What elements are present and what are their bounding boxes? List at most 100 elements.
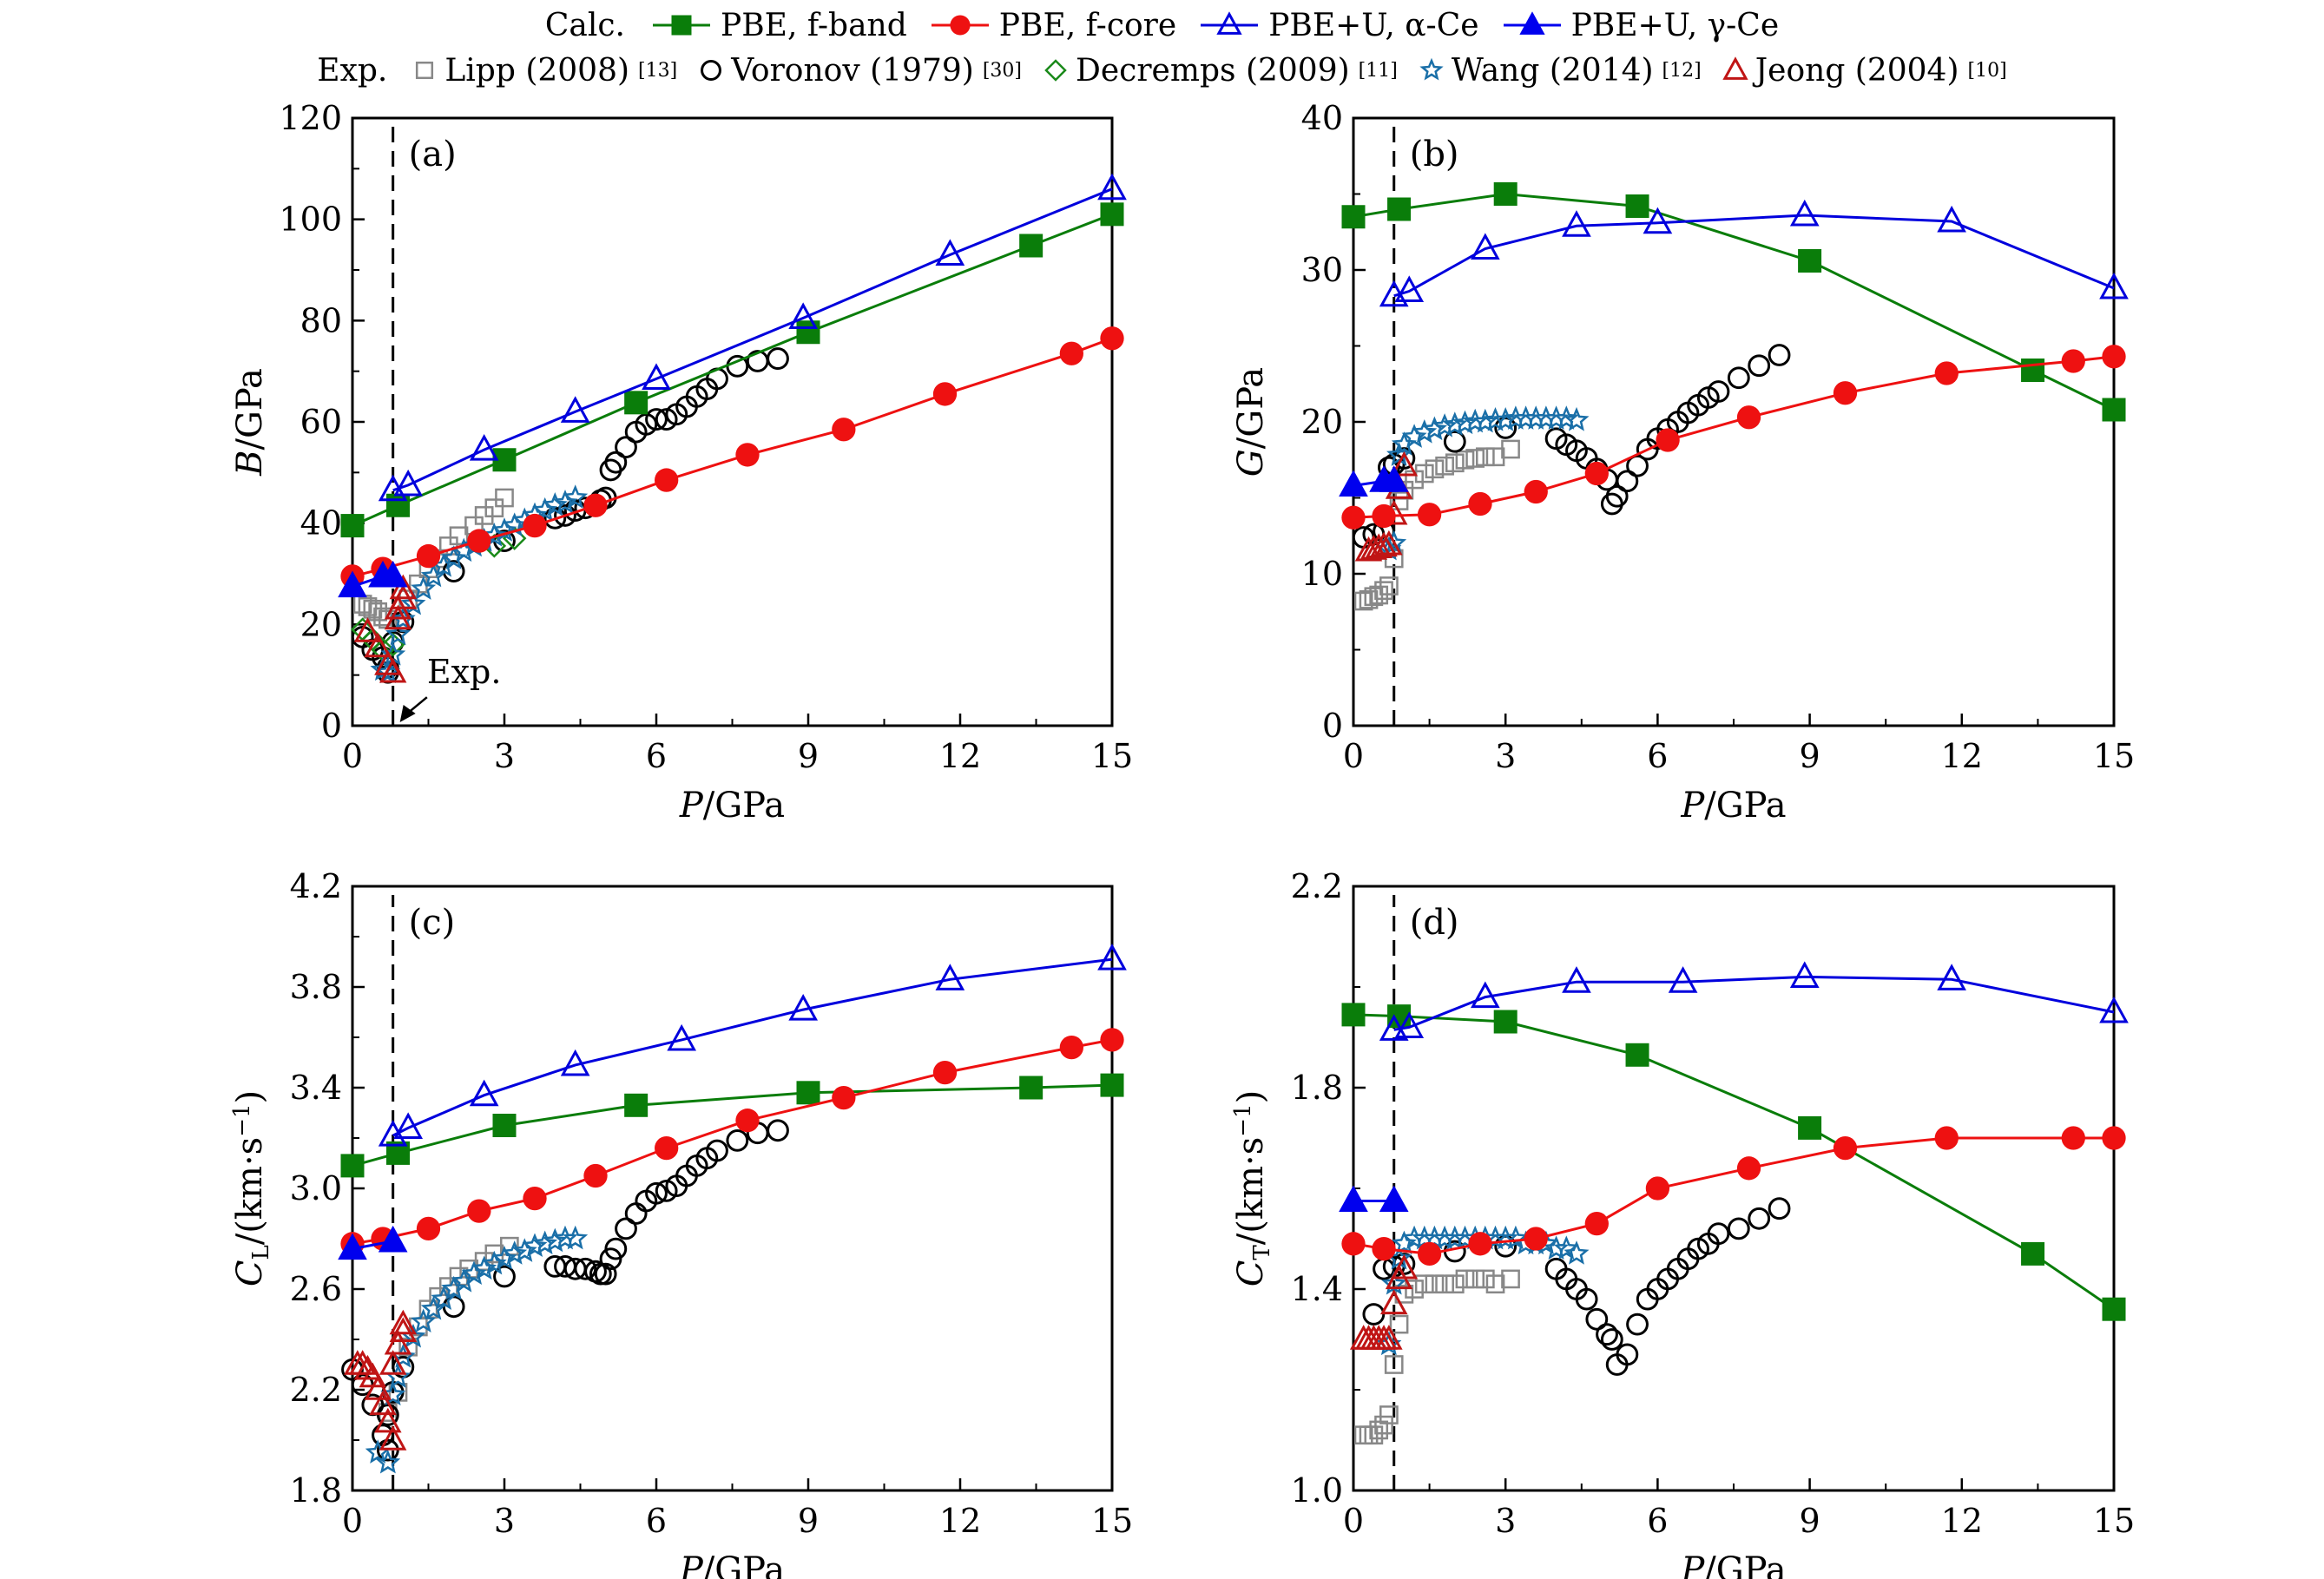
data-point-fband [2021,359,2045,382]
data-point-wang [1503,1225,1529,1250]
x-tick-label: 12 [1941,737,1983,775]
data-point-fcore [1524,479,1548,504]
x-tick-label: 15 [1091,737,1133,775]
data-point-wang [411,576,437,600]
data-point-fband [624,391,648,415]
y-tick-label: 100 [279,201,342,239]
data-point-wang [481,1250,507,1275]
data-point-voronov [706,1139,728,1162]
data-point-alpha [788,302,819,329]
data-point-voronov [635,413,658,436]
x-tick-label: 12 [939,737,981,775]
data-point-lipp [1414,1274,1434,1294]
data-point-alpha [1789,199,1820,227]
data-point-jeong [1390,1253,1419,1280]
data-point-fcore [1736,1156,1761,1181]
data-point-voronov [604,451,628,474]
x-tick-label: 0 [1343,1502,1364,1540]
data-point-voronov [1768,344,1791,366]
y-tick-label: 40 [300,504,342,543]
data-point-fcore [1100,326,1124,351]
data-point-fband [2021,1241,2045,1266]
y-tick-label: 3.0 [290,1169,342,1207]
x-tick-label: 3 [494,1502,515,1540]
data-point-fband [1493,182,1518,206]
data-point-jeong [348,1350,377,1375]
legend-label-jeong: Jeong (2004) [1755,52,1959,89]
data-point-lipp [495,488,514,508]
y-tick-label: 120 [279,99,342,137]
series-line-fcore [352,1038,1113,1246]
data-point-fcore [2102,345,2126,369]
data-point-gamma [1339,470,1368,497]
legend-exp-label: Exp. [317,52,388,89]
data-point-lipp [1414,464,1434,484]
series-alpha [378,944,1127,1147]
data-point-wang [1401,424,1427,448]
x-tick-label: 0 [342,737,363,775]
data-point-jeong [389,1317,418,1342]
legend-ref-voronov: [30] [982,59,1022,82]
series-jeong [353,574,418,683]
data-point-alpha [469,1079,499,1107]
data-point-voronov [1707,1222,1730,1246]
data-point-alpha [1394,275,1425,303]
data-point-voronov [767,1119,789,1142]
data-point-fcore [1645,1176,1670,1201]
series-fband [1341,182,2126,422]
data-point-jeong [364,1375,392,1400]
data-point-fcore [1656,428,1680,452]
data-point-wang [542,1227,568,1253]
legend-item-fband: PBE, f-band [651,8,907,43]
data-point-wang [563,484,589,509]
series-lipp [1353,1269,1520,1445]
data-point-voronov [1616,470,1639,493]
data-point-wang [451,1268,477,1293]
data-point-alpha [469,434,499,461]
data-point-alpha [1937,964,1966,990]
legend-marker [701,60,722,81]
legend-marker-decremps-icon [1044,59,1067,82]
data-point-lipp [1364,587,1384,607]
legend-ref-jeong: [10] [1967,59,2007,82]
series-fcore [1341,1126,2126,1266]
data-point-wang [522,1233,548,1258]
data-point-lipp [1485,1274,1505,1294]
data-point-fcore [416,1216,441,1241]
x-tick-label: 6 [1647,737,1668,775]
data-point-lipp [1501,1269,1520,1289]
data-point-lipp [1364,1425,1384,1445]
data-point-fcore [1934,361,1959,385]
data-point-voronov [1596,1323,1618,1346]
data-point-fband [2102,1297,2126,1321]
x-tick-label: 6 [646,737,667,775]
data-point-voronov [645,1181,668,1205]
y-tick-label: 10 [1301,555,1343,593]
data-point-fcore [655,1135,679,1161]
legend-item-gamma: PBE+U, γ-Ce [1502,8,1779,43]
data-point-voronov [1707,380,1730,403]
panel-b: 0 3 6 9 12 15 0 10 20 30 40 P/GPa G/GPa (b) [1231,99,2135,826]
data-point-jeong [389,574,418,600]
data-point-alpha [560,1049,590,1076]
series-alpha [1379,961,2129,1041]
data-point-fcore [1833,381,1858,405]
y-tick-label: 1.8 [1291,1069,1343,1107]
data-point-lipp [1465,449,1485,468]
data-point-wang [390,606,416,630]
legend-marker [1722,56,1748,80]
data-point-fcore [1372,1236,1396,1261]
data-point-lipp [1353,591,1373,611]
series-fcore [340,1028,1124,1256]
data-point-alpha [1562,966,1591,993]
data-point-fband [624,1093,648,1117]
series-fcore [1341,345,2126,530]
y-tick-label: 60 [300,403,342,441]
data-point-voronov [645,408,668,431]
data-point-fband [1100,202,1124,227]
legend-marker-wang-icon [1419,57,1444,81]
data-point-lipp [1374,1415,1393,1435]
data-point-lipp [1379,576,1399,595]
series-alpha [1379,199,2129,307]
